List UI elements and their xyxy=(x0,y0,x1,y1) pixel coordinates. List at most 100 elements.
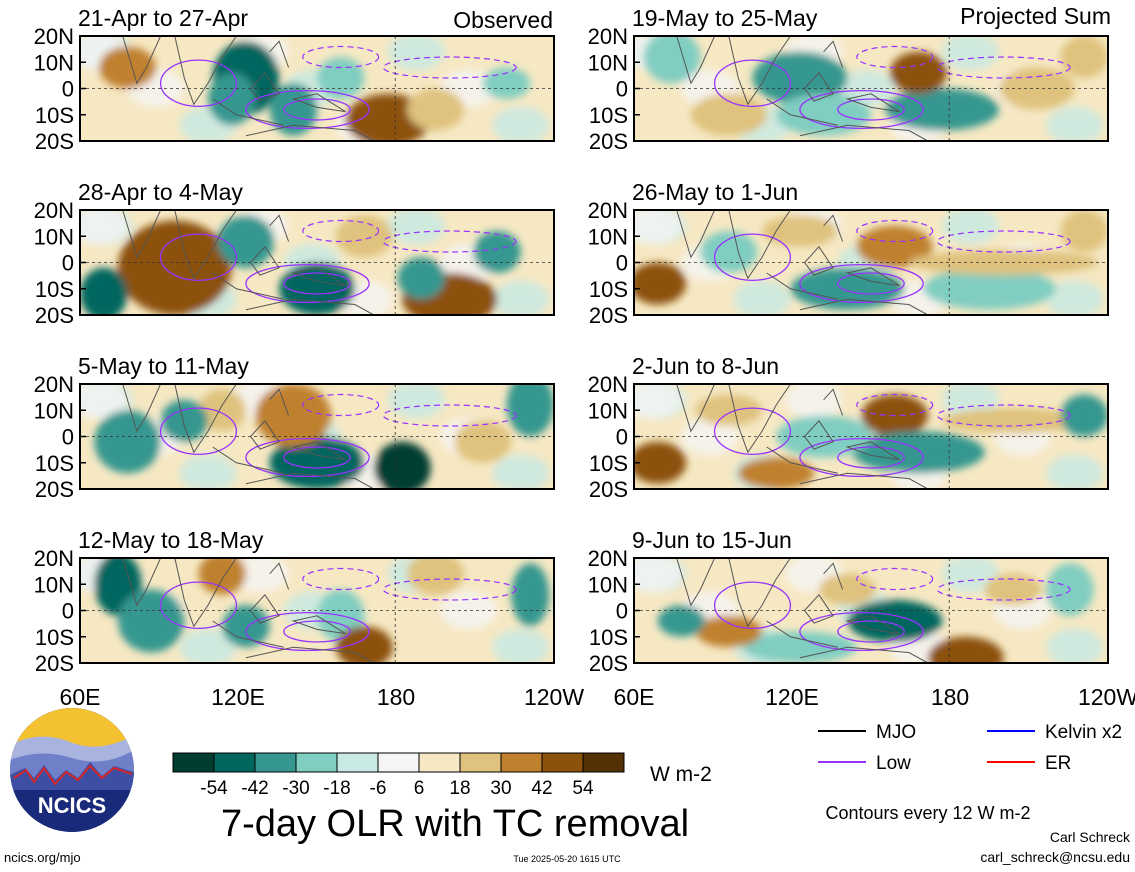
olr-anomaly-blob xyxy=(743,631,857,663)
longitude-tick-label: 120W xyxy=(1078,684,1135,710)
longitude-tick-label: 120E xyxy=(765,684,819,710)
colorbar-tick-label: 54 xyxy=(572,778,594,799)
olr-anomaly-blob xyxy=(198,558,246,595)
panel-date-label: 5-May to 11-May xyxy=(78,353,249,379)
low-contour xyxy=(159,59,238,108)
low-contour-dashed xyxy=(382,404,517,427)
olr-anomaly-blob xyxy=(1046,106,1104,141)
latitude-tick-label: 20S xyxy=(589,651,628,676)
latitude-tick-label: 0 xyxy=(616,77,628,102)
panel-date-label: 21-Apr to 27-Apr xyxy=(78,5,248,31)
olr-anomaly-blob xyxy=(785,384,843,419)
low-contour-dashed xyxy=(302,567,380,591)
olr-anomaly-blob xyxy=(942,210,999,245)
olr-anomaly-blob xyxy=(407,558,464,595)
coastline xyxy=(122,384,375,489)
colorbar-swatch xyxy=(500,752,543,773)
low-contour xyxy=(159,233,238,281)
panel-date-label: 19-May to 25-May xyxy=(632,5,818,31)
latitude-tick-label: 20N xyxy=(588,24,628,49)
latitude-tick-label: 10S xyxy=(589,103,628,128)
low-contour xyxy=(283,446,351,469)
coastline xyxy=(122,558,375,663)
olr-anomaly-blob xyxy=(179,454,237,489)
legend-label: Low xyxy=(876,753,911,774)
olr-anomaly-blob xyxy=(222,605,270,648)
latitude-tick-label: 0 xyxy=(62,251,74,276)
panel-date-label: 26-May to 1-Jun xyxy=(632,179,798,205)
colorbar-tick-label: 42 xyxy=(531,778,552,799)
site-url: ncics.org/mjo xyxy=(4,850,81,865)
low-contour-dashed xyxy=(936,404,1071,427)
low-contour-dashed xyxy=(302,393,380,417)
olr-anomaly-blob xyxy=(695,394,762,426)
colorbar-tick-label: -30 xyxy=(282,778,309,799)
olr-anomaly-blob xyxy=(388,384,445,419)
panel-date-label: 12-May to 18-May xyxy=(78,527,264,553)
olr-anomaly-blob xyxy=(207,72,256,126)
olr-anomaly-blob xyxy=(511,563,550,627)
olr-anomaly-blob xyxy=(1060,394,1108,437)
olr-anomaly-blob xyxy=(492,628,550,663)
latitude-tick-label: 20S xyxy=(35,651,74,676)
latitude-tick-label: 10N xyxy=(34,398,74,423)
olr-anomaly-blob xyxy=(492,280,550,315)
low-contour xyxy=(713,581,792,630)
olr-anomaly-blob xyxy=(1060,36,1108,78)
latitude-tick-label: 20N xyxy=(588,546,628,571)
colorbar-swatch xyxy=(254,752,297,773)
latitude-tick-label: 20N xyxy=(34,546,74,571)
low-contour xyxy=(283,98,351,121)
olr-anomaly-blob xyxy=(492,454,550,489)
colorbar: -54 -42 -30 -18 -6 6 18 30 42 54 xyxy=(172,752,625,799)
olr-anomaly-blob xyxy=(492,106,550,141)
panel-date-label: 28-Apr to 4-May xyxy=(78,179,243,205)
olr-anomaly-blob xyxy=(454,420,512,463)
olr-anomaly-blob xyxy=(179,628,237,663)
low-contour-dashed xyxy=(856,393,934,417)
latitude-tick-label: 20N xyxy=(588,198,628,223)
low-contour xyxy=(837,620,905,643)
colorbar-tick-label: -18 xyxy=(323,778,350,799)
latitude-tick-label: 0 xyxy=(616,599,628,624)
low-contour xyxy=(713,407,792,455)
colorbar-tick-label: 6 xyxy=(414,778,425,799)
olr-anomaly-blob xyxy=(388,210,445,245)
olr-anomaly-blob xyxy=(98,46,156,89)
latitude-tick-label: 20N xyxy=(34,198,74,223)
legend-label: Kelvin x2 xyxy=(1045,722,1122,743)
olr-anomaly-blob xyxy=(657,605,706,637)
low-contour xyxy=(283,620,351,643)
low-contour-dashed xyxy=(856,567,934,591)
low-contour xyxy=(713,59,792,108)
olr-anomaly-blob xyxy=(198,389,246,432)
low-contour xyxy=(159,581,238,630)
low-contour-dashed xyxy=(936,230,1071,253)
latitude-tick-label: 20S xyxy=(589,129,628,154)
olr-anomaly-blob xyxy=(160,399,208,442)
low-contour xyxy=(159,407,238,455)
latitude-tick-label: 10N xyxy=(34,224,74,249)
low-contour xyxy=(245,437,370,478)
latitude-tick-label: 10N xyxy=(588,224,628,249)
olr-anomaly-blob xyxy=(761,215,838,247)
coastline xyxy=(676,210,929,315)
olr-anomaly-blob xyxy=(317,57,365,99)
low-contour xyxy=(799,89,924,130)
latitude-tick-label: 10N xyxy=(588,572,628,597)
colorbar-swatch xyxy=(295,752,338,773)
colorbar-swatch xyxy=(582,752,625,773)
latitude-tick-label: 10N xyxy=(34,572,74,597)
olr-anomaly-blob xyxy=(279,262,355,315)
olr-anomaly-blob xyxy=(231,558,289,593)
coastline xyxy=(676,36,929,141)
olr-anomaly-blob xyxy=(94,410,161,474)
latitude-tick-label: 0 xyxy=(616,251,628,276)
low-contour xyxy=(713,233,792,281)
low-contour-dashed xyxy=(936,56,1071,79)
low-contour xyxy=(799,263,924,304)
low-contour-dashed xyxy=(302,219,380,243)
low-contour xyxy=(245,263,370,304)
